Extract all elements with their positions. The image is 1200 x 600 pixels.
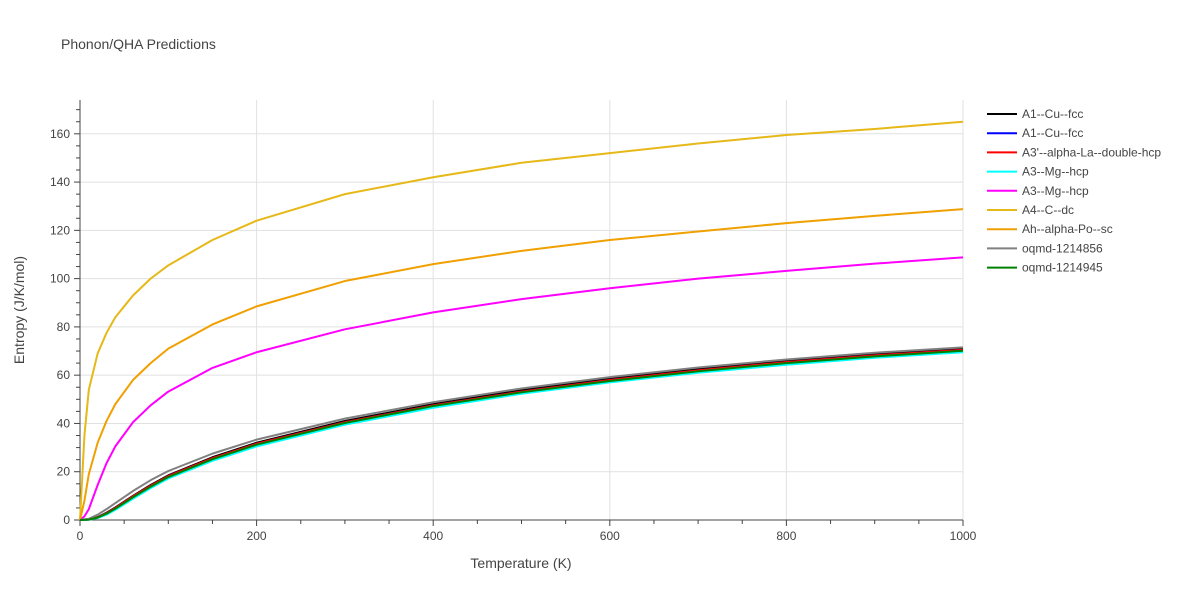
legend-label: A3--Mg--hcp <box>1022 165 1089 179</box>
legend[interactable]: A1--Cu--fcc A1--Cu--fcc A3'--alpha-La--dou… <box>987 107 1161 275</box>
x-axis-title: Temperature (K) <box>470 555 571 571</box>
legend-item-3[interactable]: A3'--alpha-La--double-hcp <box>987 145 1161 159</box>
y-tick-label: 140 <box>50 175 70 189</box>
legend-item-2[interactable]: A1--Cu--fcc <box>987 126 1083 140</box>
legend-item-4[interactable]: A3--Mg--hcp <box>987 165 1089 179</box>
y-tick-label: 20 <box>57 465 71 479</box>
series-layer <box>79 120 964 521</box>
y-tick-label: 40 <box>57 416 71 430</box>
x-tick-label: 200 <box>247 529 267 543</box>
legend-label: oqmd-1214856 <box>1022 241 1103 255</box>
x-tick-label: 1000 <box>950 529 977 543</box>
legend-item-6[interactable]: A4--C--dc <box>987 203 1074 217</box>
legend-label: A1--Cu--fcc <box>1022 107 1083 121</box>
legend-label: A1--Cu--fcc <box>1022 126 1083 140</box>
legend-label: Ah--alpha-Po--sc <box>1022 222 1113 236</box>
y-tick-label: 0 <box>63 513 70 527</box>
x-tick-label: 800 <box>776 529 796 543</box>
chart-title: Phonon/QHA Predictions <box>61 36 216 52</box>
legend-label: oqmd-1214945 <box>1022 261 1103 275</box>
y-tick-label: 80 <box>57 320 71 334</box>
legend-label: A3'--alpha-La--double-hcp <box>1022 145 1161 159</box>
legend-item-1[interactable]: A1--Cu--fcc <box>987 107 1083 121</box>
x-tick-label: 400 <box>423 529 443 543</box>
series-line-4 <box>79 351 964 521</box>
x-tick-label: 600 <box>600 529 620 543</box>
series-line-8 <box>79 346 964 521</box>
legend-item-9[interactable]: oqmd-1214945 <box>987 261 1103 275</box>
axis-layer: 0 200 400 600 800 1000 0 20 40 60 80 100 120 140 160 <box>50 100 977 543</box>
series-line-5 <box>79 256 964 521</box>
y-tick-label: 160 <box>50 127 70 141</box>
x-tick-label: 0 <box>77 529 84 543</box>
y-axis-title: Entropy (J/K/mol) <box>11 256 27 364</box>
legend-item-7[interactable]: Ah--alpha-Po--sc <box>987 222 1113 236</box>
y-tick-label: 60 <box>57 368 71 382</box>
y-tick-label: 100 <box>50 272 70 286</box>
series-line-1 <box>79 347 964 521</box>
legend-item-8[interactable]: oqmd-1214856 <box>987 241 1103 255</box>
legend-label: A3--Mg--hcp <box>1022 184 1089 198</box>
legend-label: A4--C--dc <box>1022 203 1074 217</box>
series-line-7 <box>79 208 964 521</box>
series-line-9 <box>79 349 964 521</box>
grid-layer <box>80 100 964 520</box>
legend-item-5[interactable]: A3--Mg--hcp <box>987 184 1089 198</box>
y-tick-label: 120 <box>50 223 70 237</box>
series-line-6 <box>79 120 964 521</box>
